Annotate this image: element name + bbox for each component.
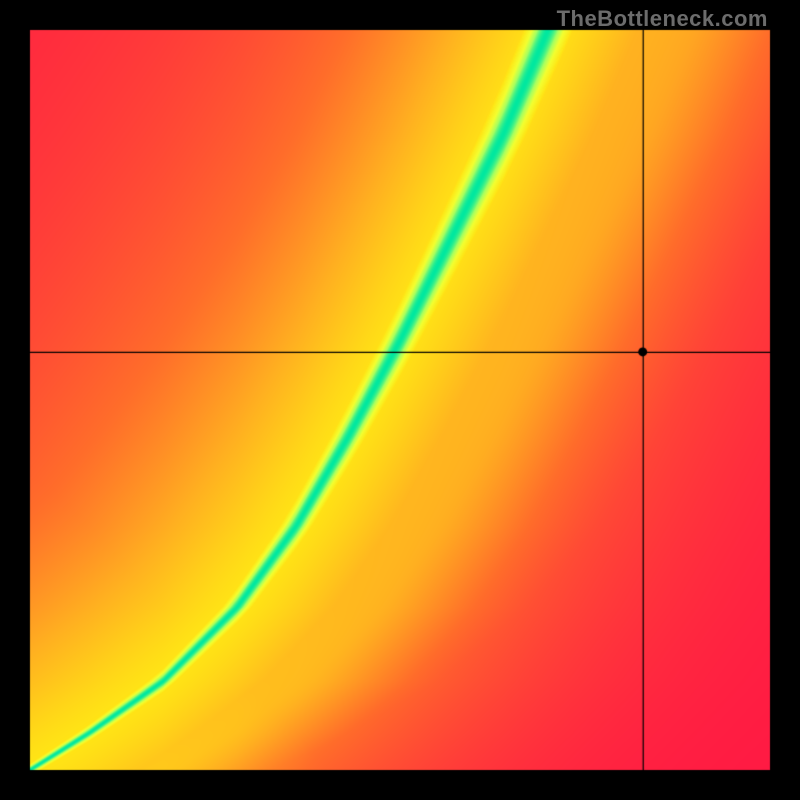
bottleneck-heatmap — [0, 0, 800, 800]
chart-container: TheBottleneck.com — [0, 0, 800, 800]
watermark-text: TheBottleneck.com — [557, 6, 768, 32]
